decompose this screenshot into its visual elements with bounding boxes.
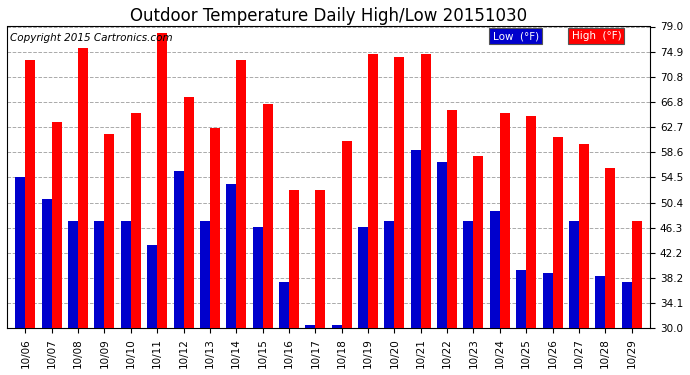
Bar (395, 57, 404, 328)
Bar (595, 276, 605, 328)
Bar (358, 227, 368, 328)
Bar (173, 171, 184, 328)
Bar (104, 134, 115, 328)
Bar (553, 137, 562, 328)
Bar (15, 177, 26, 328)
Bar (52, 122, 62, 328)
Bar (516, 270, 526, 328)
Text: High  (°F): High (°F) (571, 31, 621, 41)
Bar (368, 54, 378, 328)
Bar (289, 190, 299, 328)
Bar (78, 48, 88, 328)
Bar (542, 273, 553, 328)
Bar (315, 190, 326, 328)
Bar (184, 98, 194, 328)
Bar (473, 156, 484, 328)
Bar (279, 282, 289, 328)
Bar (68, 220, 78, 328)
Bar (579, 144, 589, 328)
Bar (147, 245, 157, 328)
Bar (447, 110, 457, 328)
Bar (411, 150, 421, 328)
Title: Outdoor Temperature Daily High/Low 20151030: Outdoor Temperature Daily High/Low 20151… (130, 7, 527, 25)
Bar (210, 128, 220, 328)
Bar (26, 60, 35, 328)
Bar (41, 199, 52, 328)
Bar (226, 184, 236, 328)
Bar (384, 220, 395, 328)
Bar (253, 227, 263, 328)
Bar (500, 113, 510, 328)
Bar (631, 220, 642, 328)
Bar (236, 60, 246, 328)
Bar (121, 220, 131, 328)
Bar (305, 326, 315, 328)
Bar (131, 113, 141, 328)
Bar (526, 116, 536, 328)
Bar (263, 104, 273, 328)
Text: Copyright 2015 Cartronics.com: Copyright 2015 Cartronics.com (10, 33, 172, 42)
Bar (490, 211, 500, 328)
Bar (342, 141, 352, 328)
Bar (464, 220, 473, 328)
Text: Low  (°F): Low (°F) (493, 31, 539, 41)
Bar (437, 162, 447, 328)
Bar (157, 33, 167, 328)
Bar (622, 282, 631, 328)
Bar (200, 220, 210, 328)
Bar (605, 168, 615, 328)
Bar (332, 326, 342, 328)
Bar (95, 220, 104, 328)
Bar (421, 54, 431, 328)
Bar (569, 220, 579, 328)
